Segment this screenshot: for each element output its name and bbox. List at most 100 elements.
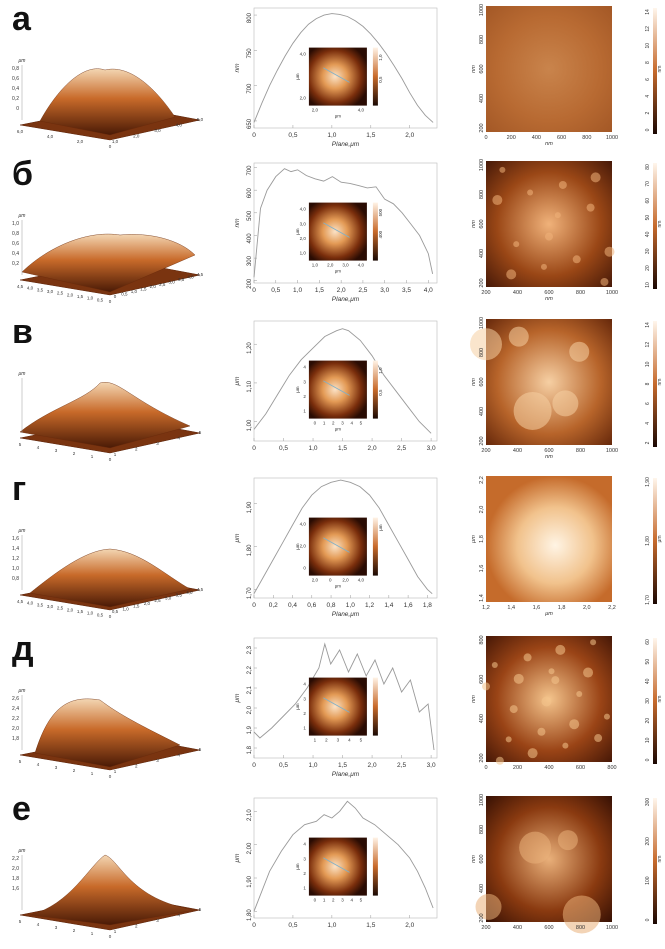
axis-tick-label: 4,0	[27, 601, 34, 606]
map-y-tick: 200	[479, 753, 485, 762]
inset-y-tick: 4,0	[300, 52, 307, 57]
inset-x-tick: 0	[314, 898, 317, 903]
colorbar-tick: 10	[645, 737, 651, 743]
y-axis-label: μm	[234, 533, 241, 544]
surface-feature	[594, 734, 603, 743]
inset-y-tick: 4,0	[300, 207, 307, 212]
y-tick-label: 1,20	[247, 342, 253, 354]
axis-tick-label: 4	[177, 753, 180, 758]
y-tick-label: 700	[247, 83, 253, 94]
map-image	[486, 6, 612, 132]
surface-feature	[506, 269, 517, 280]
map-x-tick: 200	[481, 925, 490, 931]
map-y-tick: 1000	[479, 159, 485, 171]
axis-tick-label: 3,0	[47, 289, 54, 294]
axis-tick-label: 0	[109, 614, 112, 619]
axis-tick-label: 4,5	[17, 599, 24, 604]
inset-y-tick: 4,0	[300, 522, 307, 527]
inset-x-tick: 1,0	[312, 263, 319, 268]
x-tick-label: 3,0	[427, 445, 436, 452]
colorbar-tick: 50	[645, 659, 651, 665]
colorbar-gradient	[653, 638, 657, 764]
z-tick-label: 2,0	[12, 866, 19, 872]
figure-row-3: г μm 1,6 1,4 1,2 1,0 0,8 4,5 4,0 3,5 3,0 2,5 2,0 1,5 1…	[0, 470, 665, 628]
z-tick-label: 1,2	[12, 556, 19, 562]
surface-feature	[509, 705, 518, 714]
map-y-tick: 600	[479, 64, 485, 73]
axis-tick-label: 4,0	[186, 590, 193, 595]
z-tick-label: 2,4	[12, 706, 19, 712]
map-x-tick: 200	[507, 135, 516, 141]
axis-tick-label: 3	[156, 441, 159, 446]
inset-colorbar-tick: μm	[378, 524, 383, 531]
y-tick-label: 2,1	[247, 685, 253, 694]
profile-scan-line	[323, 697, 350, 713]
map-x-tick: 800	[576, 925, 585, 931]
map-y-tick: 200	[479, 436, 485, 445]
axis-tick-label: 3,5	[176, 593, 183, 598]
inset-x-tick: 5	[360, 738, 363, 743]
profile-chart: 1,80 1,90 2,00 2,10 0 0,5 1,0 1,5 2,0 μm 0 1 2 3 4 5 4 3 2…	[234, 797, 438, 929]
map-x-tick: 800	[576, 448, 585, 454]
profile-chart: 1,701,801,900 0,2 0,4 0,6 0,8 1,0 1,2 1,4 1,6 1,8…	[234, 477, 438, 618]
axis-tick-label: 5	[199, 907, 202, 912]
map-y-tick: 400	[479, 884, 485, 893]
inset-afm-image	[308, 360, 367, 419]
surface-feature	[583, 667, 594, 678]
axis-tick-label: 1	[91, 931, 94, 936]
axis-tick-label: 4,5	[197, 587, 204, 592]
inset-x-tick: 2,0	[312, 578, 319, 583]
axis-tick-label: 4,0	[176, 123, 183, 128]
colorbar-tick: 6	[645, 402, 651, 405]
axis-tick-label: 2	[135, 764, 138, 769]
axis-tick-label: 2	[135, 447, 138, 452]
inset-y-label: μm	[295, 543, 300, 550]
axis-tick-label: 4	[177, 913, 180, 918]
y-tick-label: 750	[247, 48, 253, 59]
colorbar-tick: 10	[645, 361, 651, 367]
inset-y-tick: 3,0	[300, 221, 307, 226]
axis-tick-label: 1,5	[133, 604, 140, 609]
y-tick-label: 400	[247, 233, 253, 244]
z-tick-label: 0,2	[12, 96, 19, 102]
inset-x-tick: 2,0	[327, 263, 334, 268]
map-x-label: nm	[545, 454, 553, 460]
map-y-tick: 400	[479, 407, 485, 416]
z-tick-label: 0,4	[12, 251, 19, 257]
axis-tick-label: 5	[199, 747, 202, 752]
z-axis-label: μm	[18, 688, 26, 694]
afm-height-map: 200 400 600 800 1000 1000 800 600 400 200 nm nm	[471, 159, 618, 302]
map-y-tick: 600	[479, 675, 485, 684]
inset-x-tick: 4,0	[358, 263, 365, 268]
axis-tick-label: 2,0	[150, 284, 157, 289]
profile-scan-line	[323, 537, 350, 553]
map-y-tick: 400	[479, 94, 485, 103]
map-x-tick: 0	[484, 135, 487, 141]
inset-y-tick: 3	[303, 379, 306, 384]
x-tick-label: 0,2	[269, 602, 278, 609]
profile-scan-line	[323, 67, 350, 83]
axis-tick-label: 0	[109, 299, 112, 304]
axis-tick-label: 3,0	[169, 279, 176, 284]
profile-line	[253, 328, 432, 434]
colorbar-tick: 6	[645, 78, 651, 81]
z-axis-label: μm	[18, 58, 26, 64]
axis-tick-label: 0	[114, 294, 117, 299]
y-tick-label: 2,00	[247, 842, 253, 854]
colorbar-tick: 1,90	[645, 477, 651, 487]
inset-x-tick: 3,0	[342, 263, 349, 268]
z-tick-label: 1,6	[12, 886, 19, 892]
inset-x-tick: 0	[314, 421, 317, 426]
x-tick-label: 2,0	[337, 287, 346, 294]
inset-y-label: μm	[295, 386, 300, 393]
colorbar-tick: 4	[645, 95, 651, 98]
map-y-tick: 1000	[479, 317, 485, 329]
colorbar-gradient	[653, 8, 657, 134]
inset-x-tick: 4	[348, 738, 351, 743]
x-tick-label: 0	[252, 922, 256, 929]
z-tick-label: 1,6	[12, 536, 19, 542]
axis-tick-label: 2,0	[133, 134, 140, 139]
axis-tick-label: 1	[91, 771, 94, 776]
colorbar-tick: 4	[645, 422, 651, 425]
colorbar: 14 12 10 8 6 4 2 0 nm	[645, 8, 663, 134]
